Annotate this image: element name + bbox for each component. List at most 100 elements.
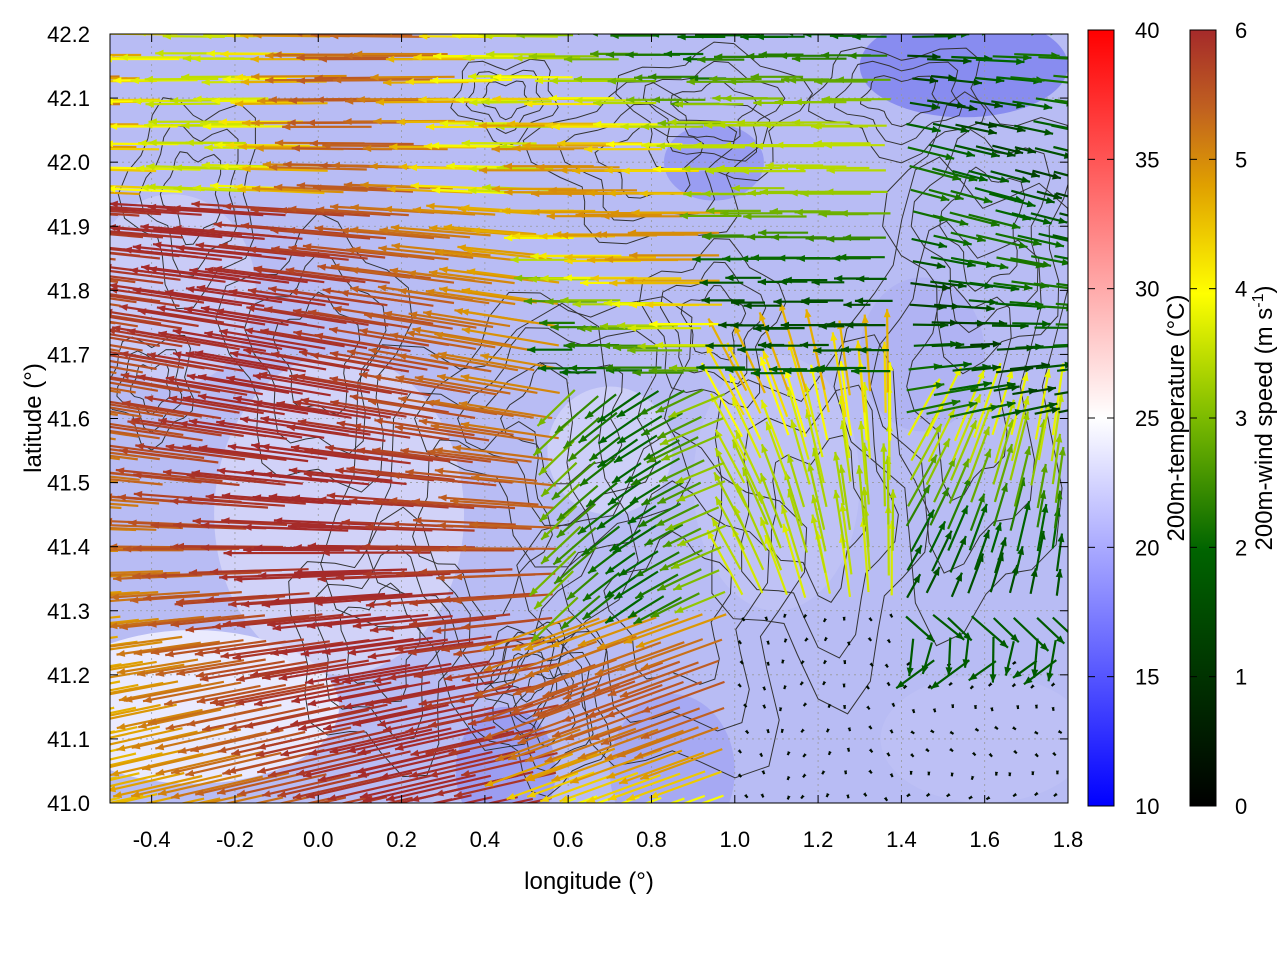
wind-vector <box>992 617 1020 643</box>
wind-vector <box>434 447 532 463</box>
wind-vector <box>186 472 286 486</box>
wind-vector <box>219 328 326 350</box>
wind-vector <box>418 418 514 436</box>
wind-vector <box>1034 730 1039 735</box>
wind-vector <box>779 163 847 171</box>
wind-vector <box>143 794 184 803</box>
wind-vector <box>1010 395 1030 462</box>
wind-vector <box>110 212 140 217</box>
wind-vector <box>362 774 476 803</box>
wind-vector <box>414 375 511 395</box>
wind-vector <box>494 728 581 762</box>
wind-vector <box>110 422 184 437</box>
wind-vector <box>992 419 1014 485</box>
wind-vector <box>1034 406 1061 415</box>
wind-vector <box>846 641 851 646</box>
wind-vector <box>528 550 577 597</box>
wind-vector <box>1034 147 1068 159</box>
wind-vector <box>213 265 325 284</box>
wind-vector <box>839 209 891 217</box>
wind-vector <box>714 496 746 551</box>
wind-vector <box>992 482 1008 527</box>
wind-vector <box>716 164 783 172</box>
wind-vector <box>640 638 723 671</box>
wind-vector <box>436 373 538 394</box>
wind-vector <box>954 144 1000 158</box>
wind-vector <box>740 617 746 622</box>
wind-vector <box>481 98 552 106</box>
colorbar-tick-label: 5 <box>1235 147 1247 172</box>
wind-vector <box>891 702 896 708</box>
wind-vector <box>867 637 873 642</box>
wind-vector <box>672 569 720 591</box>
wind-vector <box>1032 77 1068 84</box>
wind-vector <box>705 342 742 350</box>
wind-vector <box>110 252 161 260</box>
wind-vector <box>110 389 121 394</box>
wind-vector <box>219 242 330 258</box>
wind-vector <box>993 384 1020 392</box>
wind-vector <box>861 314 872 392</box>
wind-vector <box>413 517 516 526</box>
wind-vector <box>577 501 620 535</box>
wind-vector <box>198 444 309 463</box>
contour-line <box>615 41 814 182</box>
wind-vector <box>627 346 683 354</box>
wind-vector <box>461 139 537 147</box>
wind-vector <box>994 536 1007 574</box>
wind-vector <box>321 549 431 557</box>
wind-vector <box>655 503 700 527</box>
wind-vector <box>880 443 888 507</box>
wind-vector <box>552 526 597 566</box>
wind-vector <box>744 729 750 735</box>
wind-vector <box>950 572 963 598</box>
wind-vector <box>216 771 309 795</box>
wind-vector <box>271 592 386 605</box>
wind-vector <box>110 502 139 507</box>
wind-vector <box>370 73 455 81</box>
wind-vector <box>253 796 284 803</box>
wind-vector <box>816 364 867 372</box>
wind-vector <box>762 704 767 709</box>
wind-vector <box>236 773 327 797</box>
wind-vector <box>290 444 389 461</box>
wind-vector <box>483 702 581 740</box>
wind-vector <box>374 417 475 437</box>
wind-vector <box>540 505 578 541</box>
wind-vector <box>750 73 804 81</box>
wind-vector <box>247 246 349 261</box>
wind-vector <box>910 188 950 202</box>
wind-vector <box>762 350 789 418</box>
wind-vector <box>379 750 493 780</box>
wind-vector <box>992 144 1024 155</box>
wind-vector <box>970 448 992 503</box>
wind-vector <box>170 750 264 775</box>
wind-vector <box>855 340 866 413</box>
wind-vector <box>589 34 643 37</box>
wind-vector <box>527 346 573 354</box>
wind-vector <box>205 592 310 603</box>
wind-vector <box>598 231 699 239</box>
wind-vector <box>110 444 205 460</box>
wind-vector <box>906 793 911 798</box>
wind-vector <box>973 705 977 710</box>
wind-vector <box>910 282 951 291</box>
wind-vector <box>201 707 306 732</box>
wind-vector <box>461 327 559 347</box>
wind-vector <box>575 795 598 803</box>
wind-vector <box>727 78 785 86</box>
wind-vector <box>431 399 534 419</box>
x-tick-label: 1.6 <box>969 827 1000 852</box>
wind-vector <box>110 359 157 371</box>
wind-vector <box>484 752 574 787</box>
wind-vector <box>932 708 937 713</box>
wind-vector <box>1030 255 1068 266</box>
wind-vector <box>676 480 726 503</box>
wind-vector <box>270 351 370 372</box>
wind-vector <box>215 308 325 329</box>
wind-vector <box>434 249 516 262</box>
wind-vector <box>110 297 137 304</box>
x-tick-label: 0.6 <box>553 827 584 852</box>
wind-vector <box>616 638 704 672</box>
wind-vector <box>1053 74 1068 79</box>
